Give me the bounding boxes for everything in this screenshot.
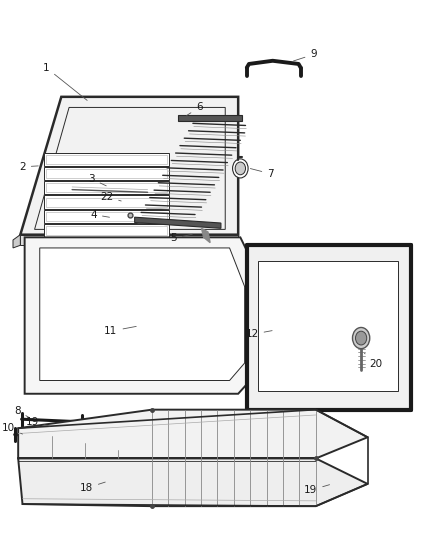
- Polygon shape: [44, 152, 169, 166]
- Polygon shape: [20, 235, 238, 245]
- Polygon shape: [201, 228, 210, 243]
- Text: 12: 12: [245, 329, 272, 340]
- Text: 1: 1: [43, 63, 87, 100]
- Polygon shape: [258, 261, 398, 391]
- Text: 3: 3: [88, 174, 106, 186]
- Text: 5: 5: [170, 233, 192, 244]
- Text: 7: 7: [251, 168, 274, 179]
- Text: 20: 20: [364, 353, 382, 368]
- Text: 18: 18: [80, 482, 105, 493]
- Text: 6: 6: [187, 102, 203, 116]
- Text: 4: 4: [90, 209, 110, 220]
- Polygon shape: [18, 410, 367, 458]
- Text: 9: 9: [293, 50, 317, 61]
- Polygon shape: [44, 181, 169, 195]
- Text: 19: 19: [304, 484, 329, 495]
- Polygon shape: [247, 245, 411, 410]
- Circle shape: [356, 331, 367, 345]
- Polygon shape: [44, 196, 169, 209]
- Text: 19: 19: [25, 417, 50, 427]
- Polygon shape: [40, 248, 245, 381]
- Polygon shape: [44, 210, 169, 223]
- Polygon shape: [134, 217, 221, 228]
- Polygon shape: [20, 97, 238, 235]
- Polygon shape: [44, 167, 169, 180]
- Circle shape: [233, 159, 248, 178]
- Polygon shape: [178, 115, 243, 120]
- Text: 22: 22: [100, 191, 121, 201]
- Circle shape: [353, 327, 370, 349]
- Text: 10: 10: [2, 423, 22, 434]
- Polygon shape: [44, 224, 169, 237]
- Text: 8: 8: [14, 406, 29, 417]
- Text: 2: 2: [19, 162, 38, 172]
- Polygon shape: [25, 237, 260, 394]
- Circle shape: [235, 162, 246, 175]
- Polygon shape: [18, 458, 367, 506]
- Text: 11: 11: [104, 326, 136, 336]
- Polygon shape: [13, 235, 20, 248]
